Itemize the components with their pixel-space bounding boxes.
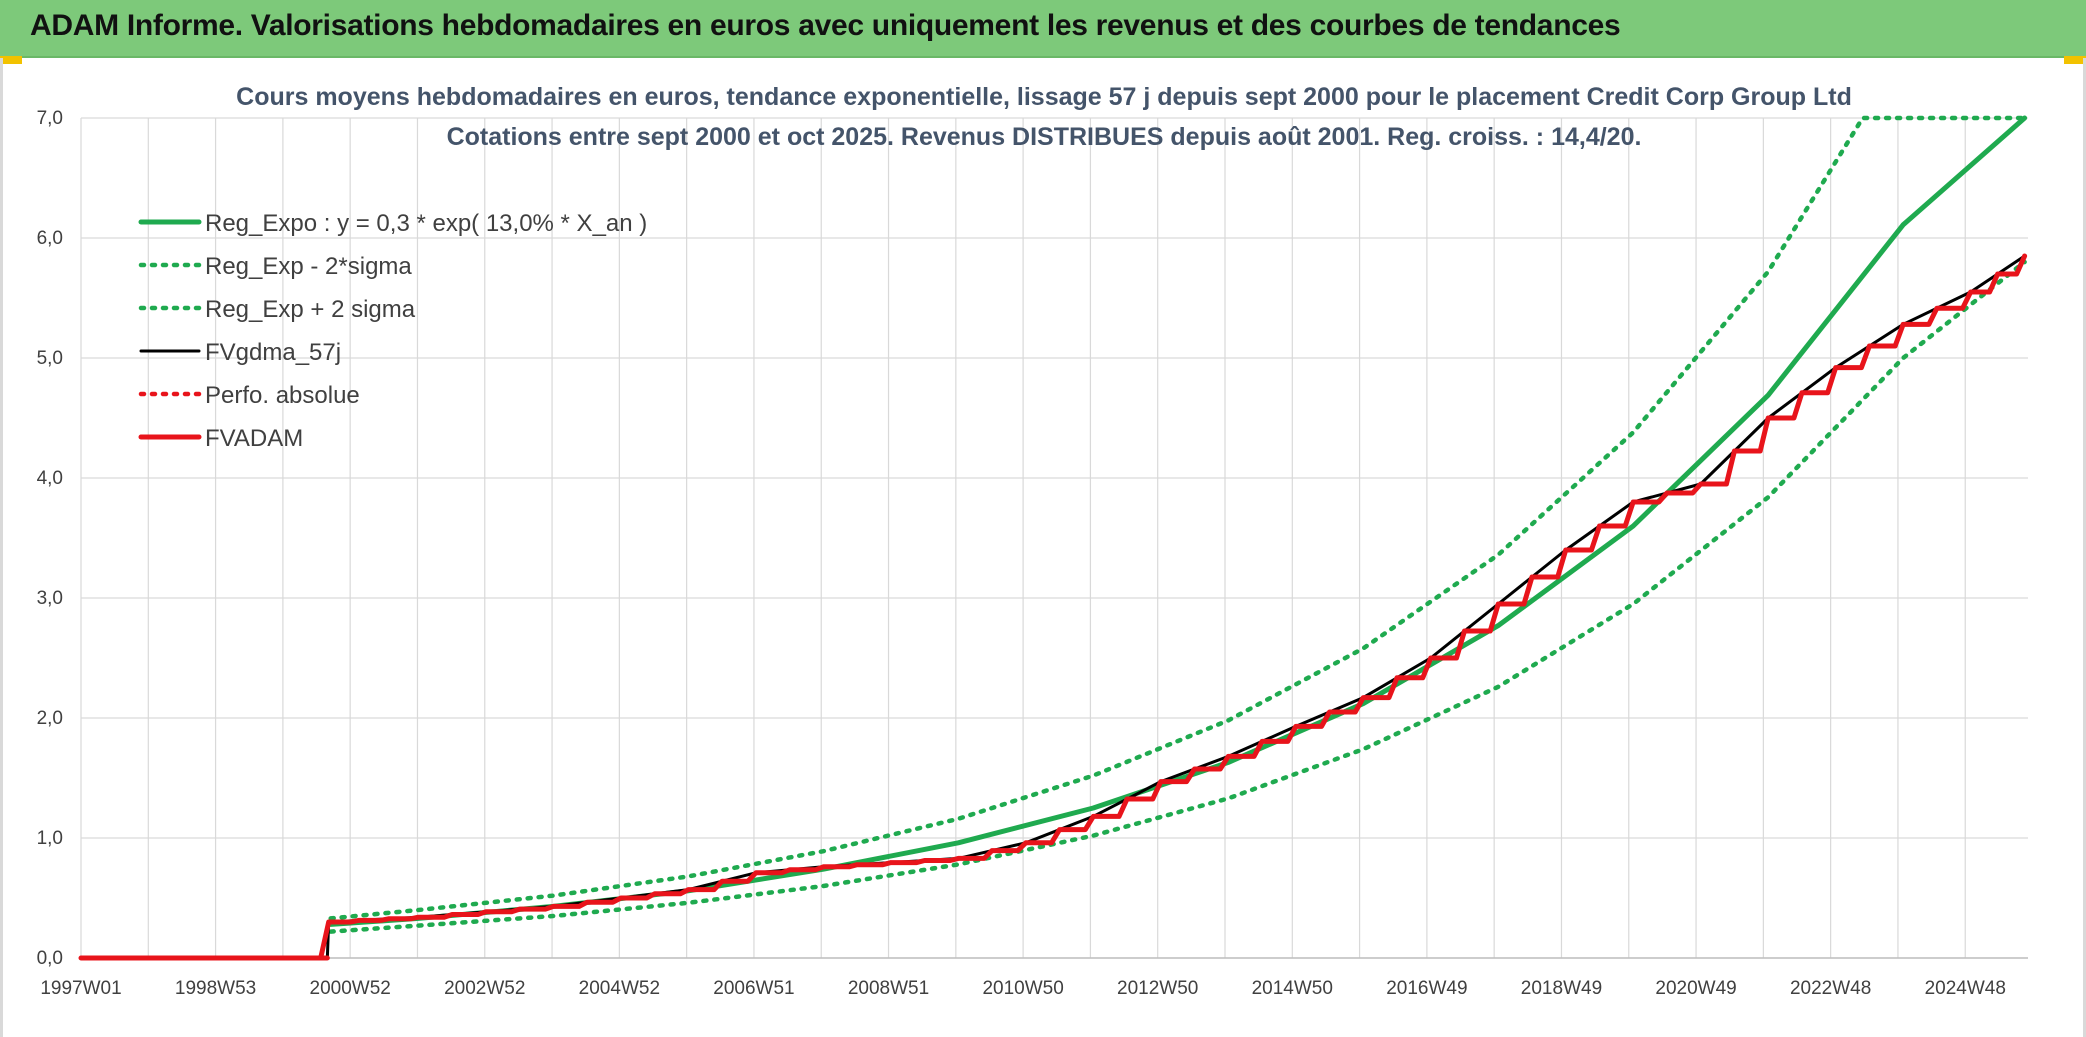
y-tick-label: 3,0 — [37, 588, 63, 609]
x-tick-label: 2018W49 — [1521, 978, 1602, 999]
corner-marker-right — [2064, 56, 2086, 64]
y-tick-label: 4,0 — [37, 468, 63, 489]
series-line-2 — [328, 115, 2027, 921]
x-tick-label: 2004W52 — [579, 978, 660, 999]
y-tick-label: 2,0 — [37, 708, 63, 729]
legend-label: Reg_Exp + 2 sigma — [205, 296, 416, 323]
y-tick-label: 0,0 — [37, 948, 63, 969]
series-layer — [78, 115, 2028, 961]
y-tick-label: 5,0 — [37, 348, 63, 369]
legend: Reg_Expo : y = 0,3 * exp( 13,0% * X_an )… — [138, 210, 647, 452]
series-line-0 — [328, 115, 2028, 927]
x-tick-label: 2014W50 — [1252, 978, 1333, 999]
x-tick-label: 2010W50 — [982, 978, 1063, 999]
chart-frame: 0,0 1,0 2,0 3,0 4,0 5,0 6,0 7,0 1997W01 1998W53 20… — [0, 58, 2086, 1037]
x-tick-label: 1998W53 — [175, 978, 256, 999]
x-tick-label: 2002W52 — [444, 978, 525, 999]
axis-layer: 0,0 1,0 2,0 3,0 4,0 5,0 6,0 7,0 1997W01 1998W53 20… — [37, 108, 2028, 999]
legend-label: Reg_Expo : y = 0,3 * exp( 13,0% * X_an ) — [205, 210, 647, 237]
chart-title: Cours moyens hebdomadaires en euros, ten… — [236, 83, 1852, 111]
x-tick-label: 2016W49 — [1386, 978, 1467, 999]
x-tick-label: 2008W51 — [848, 978, 929, 999]
y-tick-label: 6,0 — [37, 228, 63, 249]
report-title: ADAM Informe. Valorisations hebdomadaire… — [30, 9, 1621, 42]
y-tick-label: 1,0 — [37, 828, 63, 849]
x-tick-label: 1997W01 — [40, 978, 121, 999]
x-tick-label: 2000W52 — [310, 978, 391, 999]
x-tick-label: 2006W51 — [713, 978, 794, 999]
x-tick-label: 2022W48 — [1790, 978, 1871, 999]
corner-marker-left — [0, 56, 22, 64]
x-tick-label: 2020W49 — [1655, 978, 1736, 999]
x-tick-label: 2012W50 — [1117, 978, 1198, 999]
x-tick-label: 2024W48 — [1925, 978, 2006, 999]
y-tick-label: 7,0 — [37, 108, 63, 129]
chart-svg: 0,0 1,0 2,0 3,0 4,0 5,0 6,0 7,0 1997W01 1998W53 20… — [37, 83, 2028, 999]
chart-subtitle: Cotations entre sept 2000 et oct 2025. R… — [447, 123, 1642, 151]
series-line-5 — [78, 253, 2028, 961]
legend-label: Reg_Exp - 2*sigma — [205, 253, 412, 280]
report-banner: ADAM Informe. Valorisations hebdomadaire… — [0, 0, 2086, 58]
series-line-3 — [79, 254, 2027, 960]
legend-label: Perfo. absolue — [205, 382, 360, 409]
legend-label: FVADAM — [205, 425, 303, 452]
legend-label: FVgdma_57j — [205, 339, 341, 366]
series-line-1 — [328, 259, 2027, 934]
